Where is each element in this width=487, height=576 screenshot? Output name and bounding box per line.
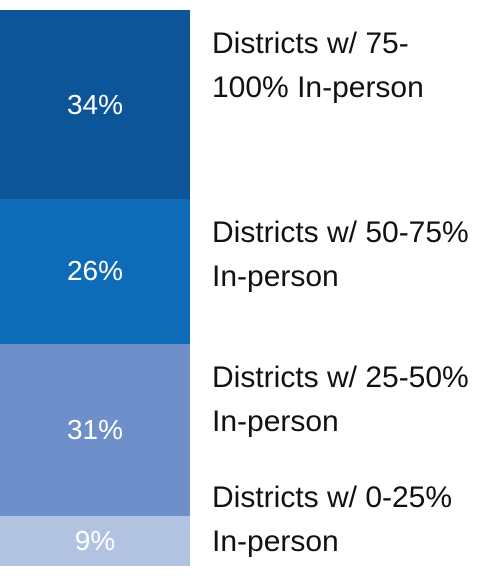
- category-label: Districts w/ 25-50% In-person: [212, 360, 469, 438]
- value-label: 9%: [74, 524, 116, 556]
- value-label: 31%: [66, 413, 124, 445]
- category-label: Districts w/ 0-25% In-person: [212, 481, 453, 558]
- value-label: 34%: [66, 88, 124, 120]
- category-label: Districts w/ 75-100% In-person: [212, 27, 424, 104]
- bar-segment: 34%: [0, 10, 190, 200]
- bar-segment: 26%: [0, 199, 190, 344]
- bar-segment: 9%: [0, 515, 190, 566]
- category-label: Districts w/ 50-75% In-person: [212, 216, 469, 294]
- bar-segment: 31%: [0, 343, 190, 516]
- value-label: 26%: [66, 255, 124, 287]
